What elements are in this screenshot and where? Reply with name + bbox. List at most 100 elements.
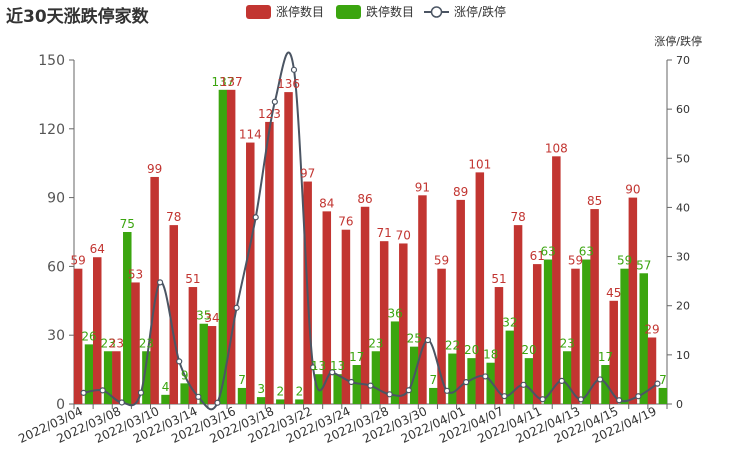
ratio-point[interactable] [290, 66, 298, 73]
bar-limit-up[interactable] [456, 199, 465, 404]
ratio-point[interactable] [539, 396, 546, 403]
bar-limit-up[interactable] [418, 195, 427, 404]
bar-limit-up[interactable] [265, 121, 274, 405]
ratio-point[interactable] [80, 389, 87, 396]
bar-limit-down[interactable] [658, 387, 668, 404]
ratio-point[interactable] [367, 382, 374, 389]
bar-limit-up[interactable] [552, 156, 561, 404]
ratio-point[interactable] [271, 98, 278, 105]
ratio-point[interactable] [558, 377, 565, 385]
ratio-point[interactable] [176, 358, 183, 365]
ratio-point[interactable] [137, 389, 145, 396]
ratio-point[interactable] [214, 399, 221, 406]
bar-limit-up[interactable] [379, 241, 389, 404]
bar-limit-up[interactable] [246, 142, 255, 404]
bar-limit-up[interactable] [226, 89, 236, 405]
bar-limit-down[interactable] [429, 387, 438, 404]
legend-item-limit-up[interactable]: 涨停数目 [246, 4, 324, 19]
label-limit-up: 45 [606, 286, 621, 300]
bar-limit-down[interactable] [180, 383, 189, 404]
bar-limit-down[interactable] [390, 321, 400, 404]
bar-limit-down[interactable] [448, 353, 457, 404]
bar-limit-up[interactable] [532, 264, 542, 404]
label-limit-down: 13 [311, 359, 326, 373]
bar-limit-down[interactable] [199, 323, 209, 404]
legend[interactable]: 涨停数目 跌停数目 涨停/跌停 [246, 4, 506, 19]
bar-limit-up[interactable] [609, 300, 618, 404]
label-limit-down: 20 [464, 343, 479, 357]
bar-limit-up[interactable] [475, 172, 485, 404]
ratio-point[interactable] [233, 304, 240, 311]
ratio-point[interactable] [654, 380, 661, 387]
bar-limit-up[interactable] [341, 229, 351, 404]
bar-limit-down[interactable] [582, 259, 591, 404]
ratio-point[interactable] [616, 397, 623, 404]
ratio-point[interactable] [405, 387, 412, 394]
bar-limit-down[interactable] [524, 358, 534, 404]
ratio-point[interactable] [424, 337, 431, 344]
label-limit-down: 22 [445, 339, 460, 353]
bar-limit-up[interactable] [92, 257, 102, 404]
ratio-point[interactable] [482, 373, 489, 380]
ratio-point[interactable] [310, 364, 317, 371]
bar-limit-down[interactable] [84, 344, 94, 404]
bar-limit-up[interactable] [437, 268, 446, 404]
bar-limit-up[interactable] [628, 197, 638, 404]
label-limit-down: 2 [276, 384, 284, 398]
ratio-point[interactable] [463, 379, 470, 386]
bar-limit-up[interactable] [360, 206, 370, 404]
ratio-point[interactable] [386, 391, 393, 398]
bar-limit-up[interactable] [284, 92, 293, 405]
bar-limit-up[interactable] [399, 243, 408, 404]
ratio-point[interactable] [252, 214, 259, 221]
ratio-point[interactable] [577, 396, 585, 403]
legend-item-limit-down[interactable]: 跌停数目 [336, 4, 414, 19]
bar-limit-up[interactable] [590, 209, 599, 404]
bar-limit-up[interactable] [73, 268, 83, 404]
bar-limit-down[interactable] [562, 351, 572, 404]
bar-limit-down[interactable] [103, 351, 113, 404]
bar-limit-down[interactable] [295, 399, 304, 404]
bar-limit-down[interactable] [333, 374, 342, 404]
bar-limit-up[interactable] [322, 211, 332, 404]
bar-limit-down[interactable] [543, 259, 553, 404]
bar-limit-down[interactable] [371, 351, 381, 404]
ratio-point[interactable] [348, 378, 355, 386]
ratio-point[interactable] [118, 399, 125, 406]
right-tick-label: 0 [676, 398, 683, 411]
ratio-point[interactable] [99, 387, 106, 394]
ratio-point[interactable] [520, 381, 527, 388]
ratio-point[interactable] [195, 393, 202, 400]
bar-limit-up[interactable] [647, 337, 657, 404]
legend-item-ratio[interactable]: 涨停/跌停 [424, 4, 506, 19]
bar-limit-down[interactable] [620, 268, 629, 404]
bar-limit-up[interactable] [513, 225, 523, 404]
ratio-point[interactable] [156, 279, 164, 286]
bar-limit-up[interactable] [571, 268, 580, 404]
bar-limit-down[interactable] [142, 351, 151, 404]
bar-limit-down[interactable] [276, 399, 285, 404]
bar-limit-down[interactable] [505, 330, 515, 404]
bar-limit-down[interactable] [352, 365, 362, 404]
bar-limit-up[interactable] [188, 287, 198, 404]
bar-limit-down[interactable] [256, 397, 266, 404]
bar-limit-down[interactable] [467, 358, 476, 404]
ratio-point[interactable] [443, 387, 451, 394]
ratio-point[interactable] [596, 376, 604, 383]
ratio-point[interactable] [501, 393, 508, 400]
bar-limit-down[interactable] [218, 89, 228, 405]
bar-limit-down[interactable] [161, 394, 170, 404]
ratio-point[interactable] [329, 369, 336, 376]
bar-limit-down[interactable] [639, 273, 649, 404]
bar-limit-down[interactable] [486, 362, 495, 404]
ratio-point[interactable] [635, 393, 642, 400]
bar-limit-down[interactable] [123, 232, 132, 404]
bar-limit-up[interactable] [207, 326, 217, 404]
bar-limit-up[interactable] [169, 225, 179, 404]
bar-limit-up[interactable] [131, 282, 140, 404]
bar-limit-up[interactable] [150, 176, 159, 404]
bar-limit-up[interactable] [494, 287, 504, 404]
bar-limit-down[interactable] [237, 387, 247, 404]
bar-limit-up[interactable] [112, 351, 121, 404]
label-limit-up: 76 [338, 215, 353, 229]
